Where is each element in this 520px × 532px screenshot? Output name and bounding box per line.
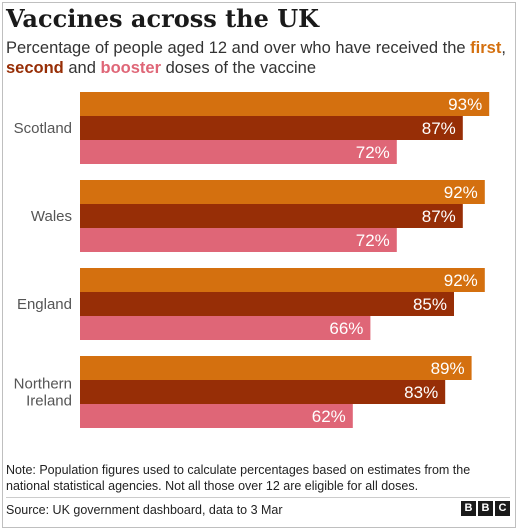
bar-value-label: 85% xyxy=(413,295,447,314)
bar-booster xyxy=(80,228,397,252)
bar-value-label: 93% xyxy=(448,95,482,114)
bar-chart: 93% 87% 72% Scotland 92% 87% 72% Wales 92% 85% 66%… xyxy=(14,92,490,428)
footnote: Note: Population figures used to calcula… xyxy=(6,463,471,493)
legend-first: first xyxy=(470,39,502,57)
chart-title: Vaccines across the UK xyxy=(6,4,320,33)
bar-first xyxy=(80,92,490,116)
bar-value-label: 87% xyxy=(422,207,456,226)
subtitle-text-1: Percentage of people aged 12 and over wh… xyxy=(6,39,471,57)
bar-booster xyxy=(80,316,371,340)
footer-divider xyxy=(6,497,510,498)
bar-first xyxy=(80,356,472,380)
bbc-logo-letter: B xyxy=(461,501,476,516)
bar-first xyxy=(80,180,485,204)
source-text: Source: UK government dashboard, data to… xyxy=(6,503,283,517)
bbc-logo-letter: B xyxy=(478,501,493,516)
category-label-line: England xyxy=(17,296,72,313)
bar-second xyxy=(80,380,446,404)
bar-value-label: 72% xyxy=(356,231,390,250)
bar-value-label: 66% xyxy=(329,319,363,338)
category-label: Northern Ireland xyxy=(14,376,72,410)
bar-value-label: 92% xyxy=(444,271,478,290)
bar-second xyxy=(80,292,454,316)
bar-second xyxy=(80,204,463,228)
category-label: Scotland xyxy=(14,120,72,137)
legend-second: second xyxy=(6,59,64,77)
bar-booster xyxy=(80,404,353,428)
subtitle-text-2: doses of the vaccine xyxy=(161,59,317,77)
bar-value-label: 87% xyxy=(422,119,456,138)
subtitle-and: and xyxy=(63,59,101,77)
bar-value-label: 72% xyxy=(356,143,390,162)
subtitle-sep: , xyxy=(501,39,506,57)
bbc-logo-letter: C xyxy=(495,501,510,516)
bar-booster xyxy=(80,140,397,164)
chart-subtitle: Percentage of people aged 12 and over wh… xyxy=(6,38,512,78)
category-label: England xyxy=(17,296,72,313)
bar-value-label: 62% xyxy=(312,407,346,426)
legend-booster: booster xyxy=(100,59,161,77)
bar-first xyxy=(80,268,485,292)
bar-value-label: 89% xyxy=(431,359,465,378)
category-label-line: Wales xyxy=(31,208,72,225)
bar-value-label: 92% xyxy=(444,183,478,202)
category-label-line: Ireland xyxy=(26,393,72,410)
category-label: Wales xyxy=(31,208,72,225)
bar-second xyxy=(80,116,463,140)
category-label-line: Scotland xyxy=(14,120,72,137)
chart-frame xyxy=(2,2,516,528)
bbc-logo: B B C xyxy=(461,501,510,516)
category-label-line: Northern xyxy=(14,376,72,393)
bar-value-label: 83% xyxy=(404,383,438,402)
